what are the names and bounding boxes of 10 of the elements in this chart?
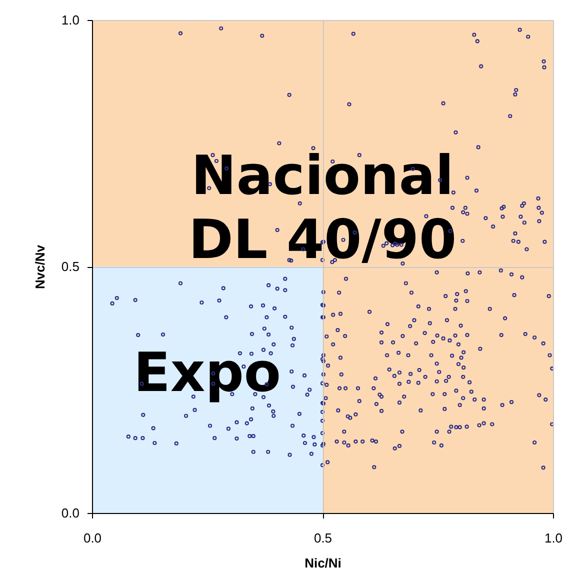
band-label: Expo: [134, 340, 281, 404]
band-label: Nacional DL 40/90: [188, 144, 457, 271]
y-axis-title: Nvc/Nv: [32, 244, 48, 290]
x-axis-title: Nic/Ni: [304, 556, 342, 570]
y-tick-label: 0.5: [61, 259, 80, 274]
x-tick-label: 0.5: [314, 530, 332, 546]
x-tick-label: 1.0: [544, 530, 563, 546]
y-tick-label: 0.0: [61, 506, 80, 520]
x-tick-label: 0.0: [83, 530, 102, 546]
y-tick-label: 1.0: [61, 12, 80, 28]
